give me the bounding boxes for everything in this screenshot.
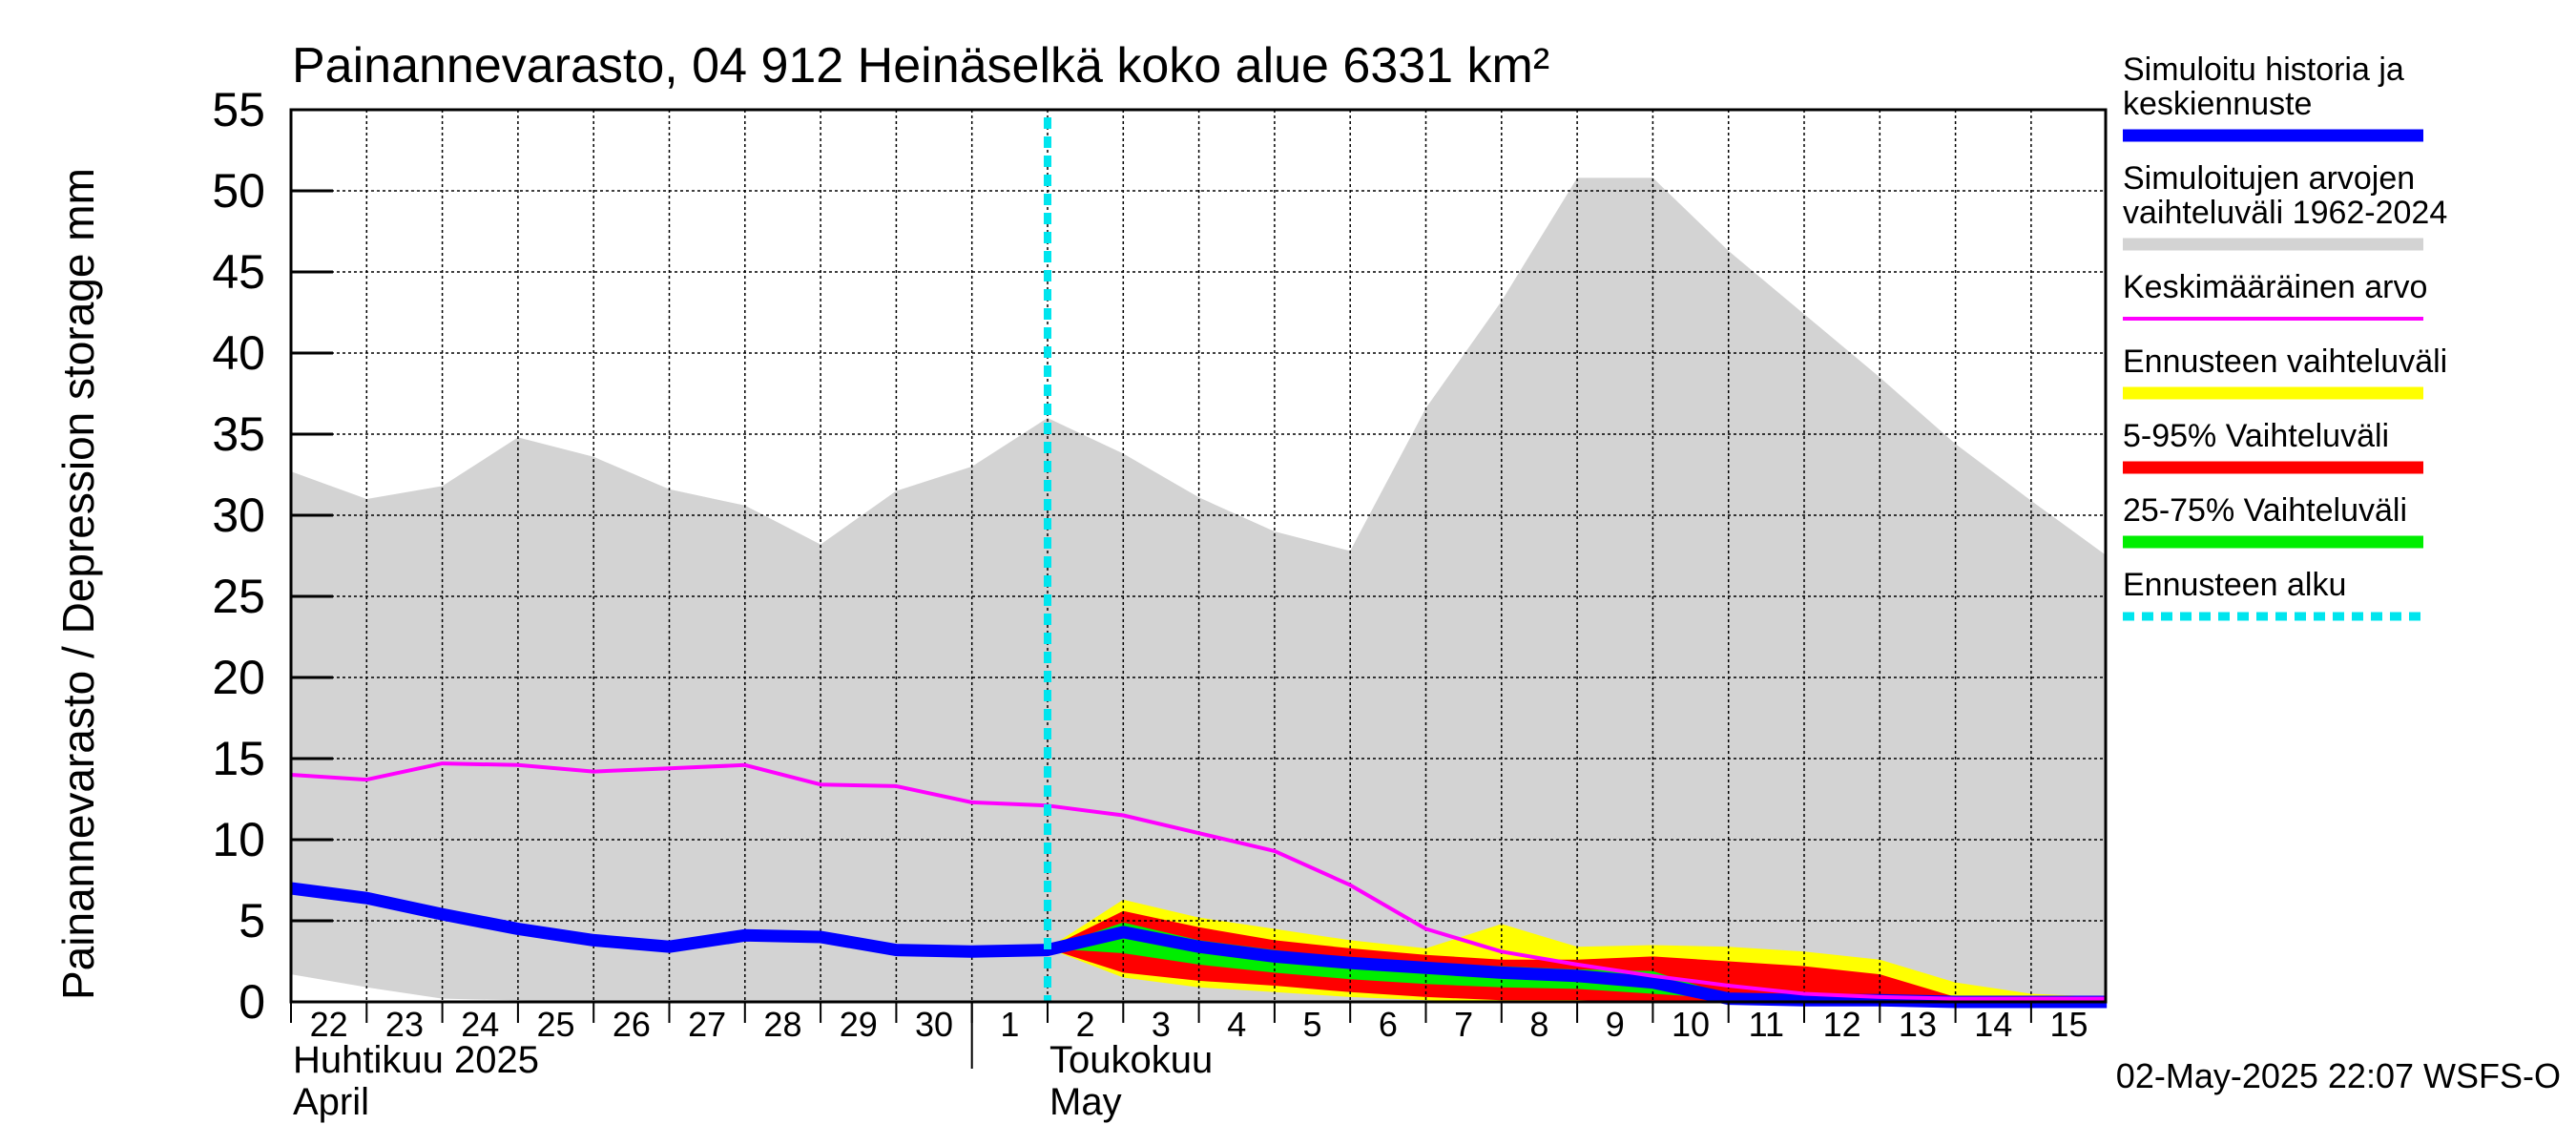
x-tick-label-5: 27 xyxy=(688,1005,726,1044)
x-tick-label-10: 2 xyxy=(1076,1005,1095,1044)
month-label-fi-0: Huhtikuu 2025 xyxy=(293,1039,539,1081)
y-tick-label-10: 50 xyxy=(212,164,265,218)
x-tick-label-16: 8 xyxy=(1529,1005,1548,1044)
legend-label-0: Simuloitu historia ja keskiennuste xyxy=(2123,52,2404,122)
y-tick-label-8: 40 xyxy=(212,326,265,380)
y-tick-label-1: 5 xyxy=(239,894,265,947)
legend-label-1: Simuloitujen arvojen vaihteluväli 1962-20… xyxy=(2123,160,2447,231)
month-label-en-0: April xyxy=(293,1081,369,1123)
series-line-0 xyxy=(290,882,2108,1009)
x-tick-label-23: 15 xyxy=(2050,1005,2088,1044)
x-tick-label-3: 25 xyxy=(537,1005,575,1044)
x-tick-label-7: 29 xyxy=(840,1005,878,1044)
y-tick-label-9: 45 xyxy=(212,245,265,299)
legend-label-line-5-0: 25-75% Vaihteluväli xyxy=(2123,492,2407,529)
x-tick-label-22: 14 xyxy=(1974,1005,2012,1044)
x-tick-label-1: 23 xyxy=(385,1005,424,1044)
series-line-1 xyxy=(290,761,2108,1001)
x-tick-label-14: 6 xyxy=(1379,1005,1398,1044)
month-label-en-1: May xyxy=(1049,1081,1122,1123)
x-tick-label-2: 24 xyxy=(461,1005,499,1044)
legend-label-line-3-0: Ennusteen vaihteluväli xyxy=(2123,344,2447,380)
x-tick-label-18: 10 xyxy=(1672,1005,1710,1044)
x-tick-label-4: 26 xyxy=(613,1005,651,1044)
x-tick-label-0: 22 xyxy=(310,1005,348,1044)
legend-label-line-2-0: Keskimääräinen arvo xyxy=(2123,269,2427,305)
y-tick-label-5: 25 xyxy=(212,570,265,623)
month-label-fi-1: Toukokuu xyxy=(1049,1039,1213,1081)
y-tick-label-3: 15 xyxy=(212,732,265,785)
grid-layer xyxy=(291,110,2106,1002)
y-tick-label-0: 0 xyxy=(239,975,265,1029)
legend-label-4: 5-95% Vaihteluväli xyxy=(2123,418,2389,454)
timestamp-footer: 02-May-2025 22:07 WSFS-O xyxy=(2116,1056,2561,1095)
legend-label-2: Keskimääräinen arvo xyxy=(2123,269,2427,305)
legend-label-6: Ennusteen alku xyxy=(2123,567,2346,603)
y-tick-label-7: 35 xyxy=(212,407,265,461)
legend-label-line-1-0: Simuloitujen arvojen xyxy=(2123,160,2415,197)
x-tick-label-6: 28 xyxy=(763,1005,801,1044)
x-tick-label-20: 12 xyxy=(1823,1005,1861,1044)
x-tick-label-13: 5 xyxy=(1303,1005,1322,1044)
x-tick-label-17: 9 xyxy=(1606,1005,1625,1044)
chart-title: Painannevarasto, 04 912 Heinäselkä koko … xyxy=(292,38,1549,94)
y-tick-label-6: 30 xyxy=(212,489,265,542)
line-layer xyxy=(290,117,2108,1009)
y-tick-label-11: 55 xyxy=(212,83,265,136)
band-2 xyxy=(1048,910,2108,1002)
legend: Simuloitu historia ja keskiennusteSimuloi… xyxy=(2123,52,2447,621)
legend-label-line-6-0: Ennusteen alku xyxy=(2123,567,2346,603)
y-axis-label: Painannevarasto / Depression storage mm xyxy=(53,168,103,1000)
legend-label-line-1-1: vaihteluväli 1962-2024 xyxy=(2123,195,2447,231)
y-tick-label-2: 10 xyxy=(212,813,265,866)
x-tick-label-21: 13 xyxy=(1899,1005,1937,1044)
legend-label-5: 25-75% Vaihteluväli xyxy=(2123,492,2407,529)
x-tick-label-19: 11 xyxy=(1749,1005,1784,1044)
x-tick-label-15: 7 xyxy=(1454,1005,1473,1044)
x-tick-label-9: 1 xyxy=(1000,1005,1019,1044)
legend-label-line-0-0: Simuloitu historia ja xyxy=(2123,52,2404,88)
legend-label-line-0-1: keskiennuste xyxy=(2123,86,2312,122)
x-tick-label-8: 30 xyxy=(915,1005,953,1044)
x-tick-label-12: 4 xyxy=(1227,1005,1246,1044)
legend-label-3: Ennusteen vaihteluväli xyxy=(2123,344,2447,380)
band-0 xyxy=(291,177,2108,1002)
x-tick-label-11: 3 xyxy=(1152,1005,1171,1044)
y-tick-label-4: 20 xyxy=(212,651,265,704)
legend-label-line-4-0: 5-95% Vaihteluväli xyxy=(2123,418,2389,454)
